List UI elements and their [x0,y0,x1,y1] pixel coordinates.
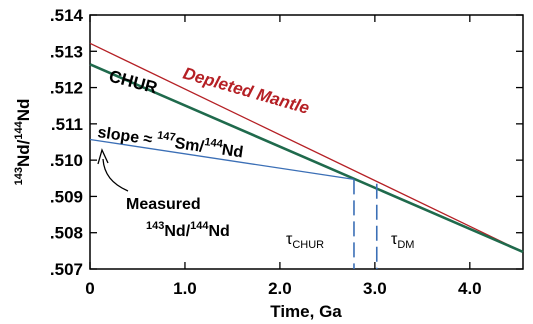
y-tick-label: .512 [50,79,83,98]
x-tick-label: 1.0 [173,279,197,298]
model-age-markers [353,179,378,269]
measured-ratio-label: 143Nd/144Nd [146,220,230,240]
y-tick-label: .513 [50,42,83,61]
x-tick-label: 3.0 [363,279,387,298]
tau-chur-sub: CHUR [292,239,324,251]
x-axis-tick-labels: 0 1.0 2.0 3.0 4.0 [85,279,481,298]
y-axis-title-base2: Nd [14,99,33,122]
y-tick-label: .514 [50,6,84,25]
y-tick-label: .509 [50,187,83,206]
measured-ratio-post: Nd [209,223,230,240]
x-tick-label: 0 [85,279,94,298]
chur-label: CHUR [107,67,159,98]
series-line-chur [89,63,524,254]
depleted-mantle-label: Depleted Mantle [181,64,312,118]
y-axis-tick-labels: .507 .508 .509 .510 .511 .512 .513 .514 [50,6,84,279]
plot-frame [89,14,524,270]
y-tick-label: .510 [50,151,83,170]
measured-arrow [102,158,129,192]
x-tick-label: 4.0 [458,279,482,298]
y-tick-label: .507 [50,260,83,279]
y-axis-title: 143Nd/144Nd [13,99,33,186]
measured-ratio-sup1: 143 [146,220,164,232]
tau-chur-main: τ [286,231,293,248]
y-axis-title-base1: Nd/ [14,139,33,167]
slope-label-mid: Sm/ [174,135,206,156]
y-tick-label: .508 [50,224,83,243]
measured-ratio-mid: Nd/ [164,223,190,240]
tau-dm-sub: DM [397,239,414,251]
tau-dm-main: τ [391,231,398,248]
slope-label-post: Nd [221,142,244,162]
x-axis-title: Time, Ga [270,302,342,321]
y-axis-title-sup2: 144 [13,120,25,139]
tau-chur-label: τCHUR [286,231,324,251]
series-lines [89,42,524,254]
series-line-depleted-mantle [89,42,524,253]
measured-ratio-sup2: 144 [190,220,209,232]
measured-arrow-head [97,148,109,165]
y-axis-title-sup1: 143 [13,167,25,185]
y-tick-label: .511 [51,115,83,134]
x-axis-ticks [89,15,471,269]
tau-dm-label: τDM [391,231,414,251]
measured-label: Measured [126,196,201,213]
slope-label: slope ≈ 147Sm/144Nd [96,121,244,161]
y-axis-ticks [90,14,523,270]
x-tick-label: 2.0 [268,279,292,298]
slope-label-sup1: 147 [156,129,176,143]
slope-label-sup2: 144 [204,136,225,151]
series-line-slope-147sm-144nd [89,138,355,181]
